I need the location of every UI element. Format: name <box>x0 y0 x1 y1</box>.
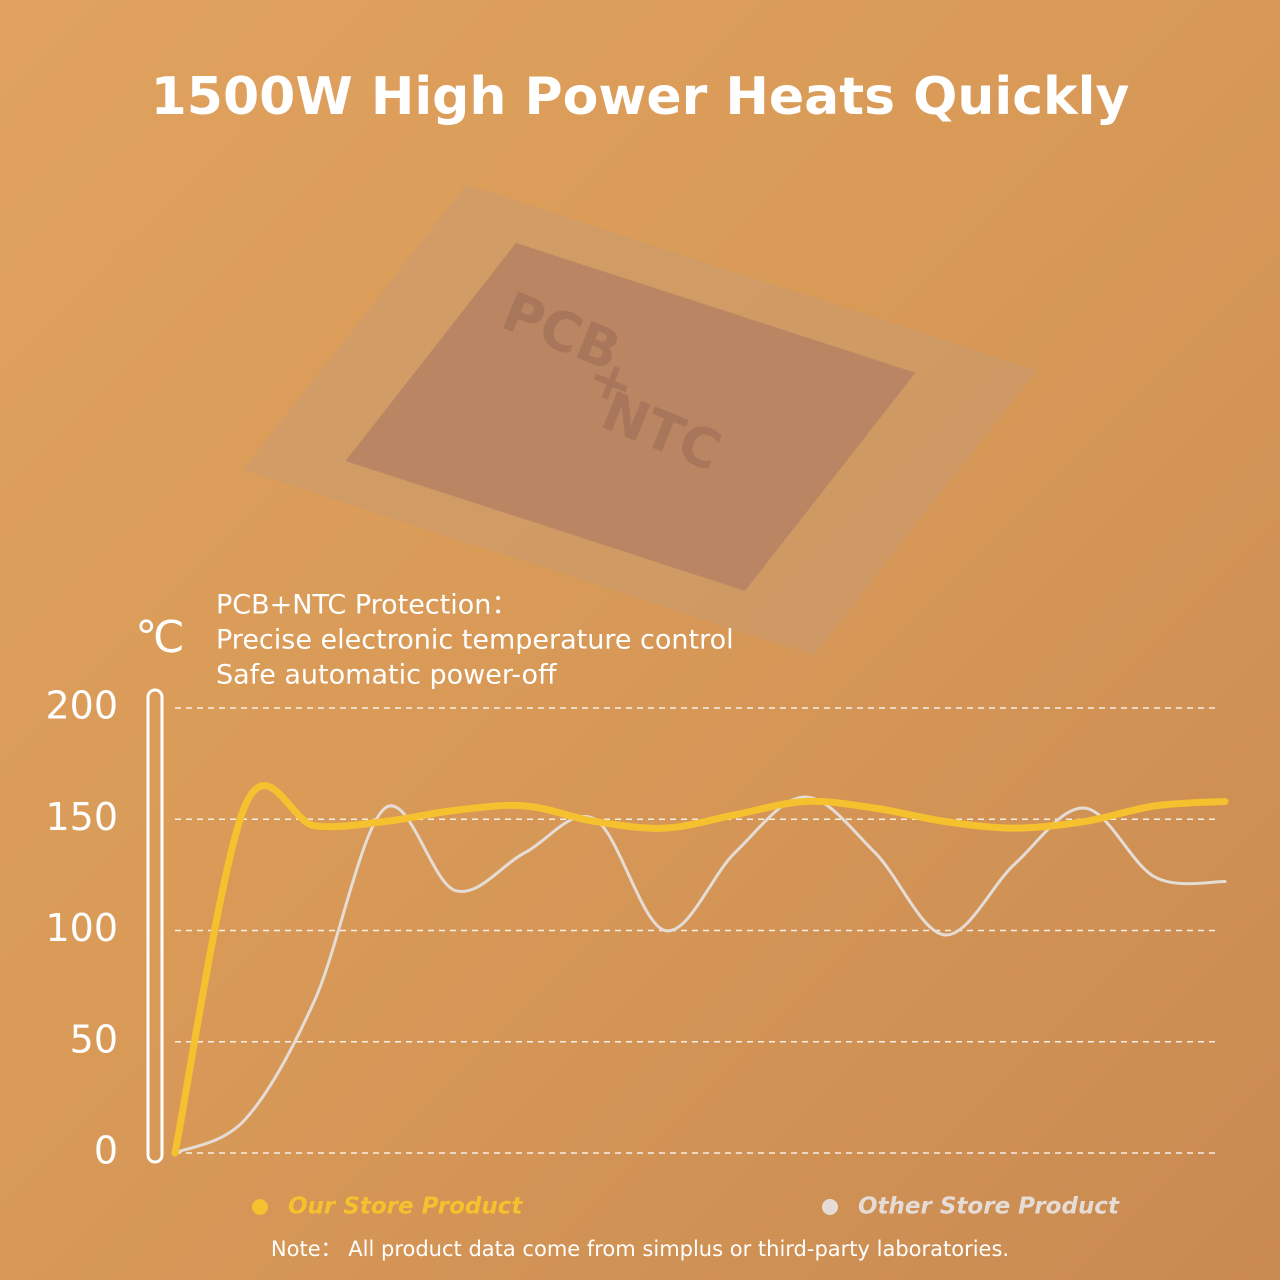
y-tick-label: 150 <box>45 795 118 839</box>
y-tick-label: 100 <box>45 906 118 950</box>
chip-body <box>345 243 916 591</box>
chart-title: 1500W High Power Heats Quickly <box>151 67 1130 127</box>
y-axis <box>146 688 164 1164</box>
series-line <box>171 782 1229 1157</box>
annotation: Safe automatic power-off <box>216 660 558 691</box>
chip <box>243 184 1037 656</box>
legend-label: Our Store Product <box>288 1194 523 1220</box>
y-tick-label: 50 <box>70 1017 118 1061</box>
legend-marker <box>822 1199 838 1215</box>
annotation: Precise electronic temperature control <box>216 625 734 656</box>
series-line <box>173 795 1227 1155</box>
legend-label: Other Store Product <box>858 1194 1120 1220</box>
note: Note： All product data come from simplus… <box>271 1237 1009 1261</box>
legend-marker <box>252 1199 268 1215</box>
annotation: PCB+NTC Protection： <box>216 590 518 621</box>
y-unit: ℃ <box>135 612 184 663</box>
y-tick-label: 200 <box>45 684 118 728</box>
y-tick-label: 0 <box>94 1129 118 1173</box>
